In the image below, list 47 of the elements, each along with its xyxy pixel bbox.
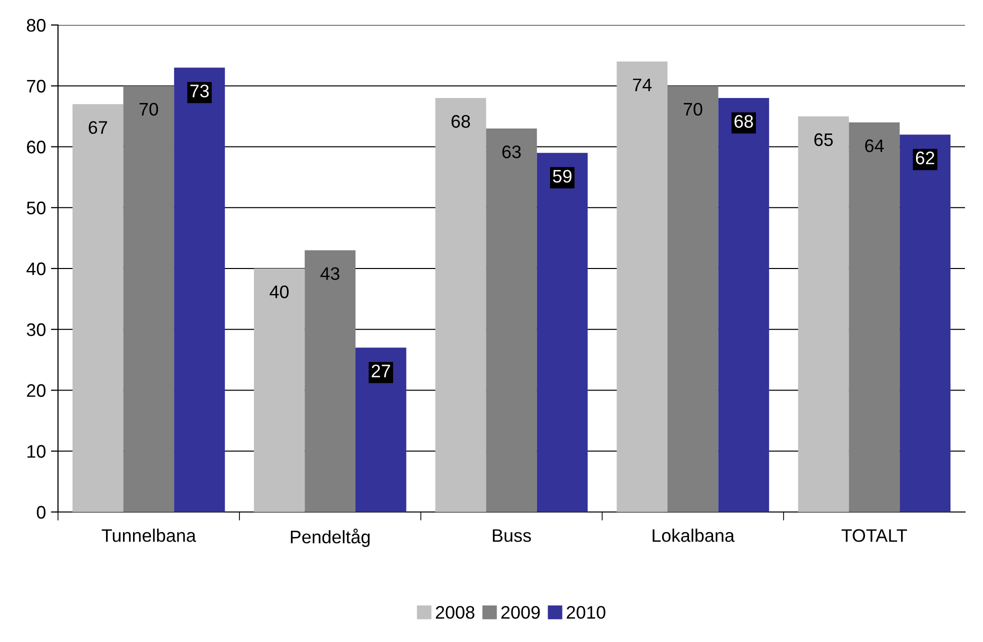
- bar: [355, 348, 406, 512]
- bar: [536, 152, 588, 512]
- y-tick-label: 20: [27, 384, 46, 397]
- bar: [174, 68, 225, 512]
- bar: [798, 116, 849, 512]
- bar: [668, 86, 718, 512]
- data-label: 68: [734, 115, 753, 128]
- bar: [304, 250, 356, 512]
- data-label: 74: [632, 78, 652, 92]
- x-tick-label: Buss: [492, 529, 531, 542]
- y-tick-label: 0: [36, 506, 46, 519]
- x-tick-label: Tunnelbana: [102, 528, 196, 542]
- y-tick-label: 50: [26, 202, 46, 214]
- data-label: 70: [684, 102, 702, 116]
- data-label: 59: [552, 170, 572, 183]
- bar: [254, 268, 305, 512]
- data-label: 40: [270, 285, 289, 298]
- y-tick-label: 80: [26, 18, 46, 32]
- x-tick-label: TOTALT: [842, 529, 908, 542]
- legend-label: 2008: [436, 606, 474, 619]
- y-tick-label: 30: [26, 323, 46, 336]
- x-tick-label: Pendeltåg: [290, 528, 370, 547]
- bar: [718, 98, 770, 512]
- legend-label: 2010: [566, 606, 606, 619]
- data-label: 62: [916, 152, 934, 164]
- data-label: 73: [190, 84, 209, 98]
- legend-label: 2009: [501, 606, 540, 619]
- bar: [123, 86, 174, 512]
- y-tick-label: 70: [27, 80, 46, 93]
- data-label: 63: [502, 145, 521, 158]
- bar: [72, 104, 124, 512]
- data-label: 67: [88, 121, 108, 134]
- bar: [900, 134, 950, 512]
- bar: [486, 128, 537, 512]
- x-tick-label: Lokalbana: [652, 528, 735, 542]
- data-label: 65: [814, 133, 833, 146]
- bar: [848, 122, 900, 512]
- data-label: 43: [320, 267, 340, 280]
- y-tick-label: 40: [26, 262, 46, 276]
- data-label: 64: [865, 139, 884, 152]
- data-label: 68: [452, 115, 470, 128]
- y-tick-label: 10: [27, 445, 46, 458]
- y-tick-label: 60: [27, 140, 46, 154]
- bar: [616, 62, 668, 512]
- data-label: 27: [372, 364, 390, 378]
- bar: [435, 98, 486, 512]
- data-label: 70: [140, 102, 158, 116]
